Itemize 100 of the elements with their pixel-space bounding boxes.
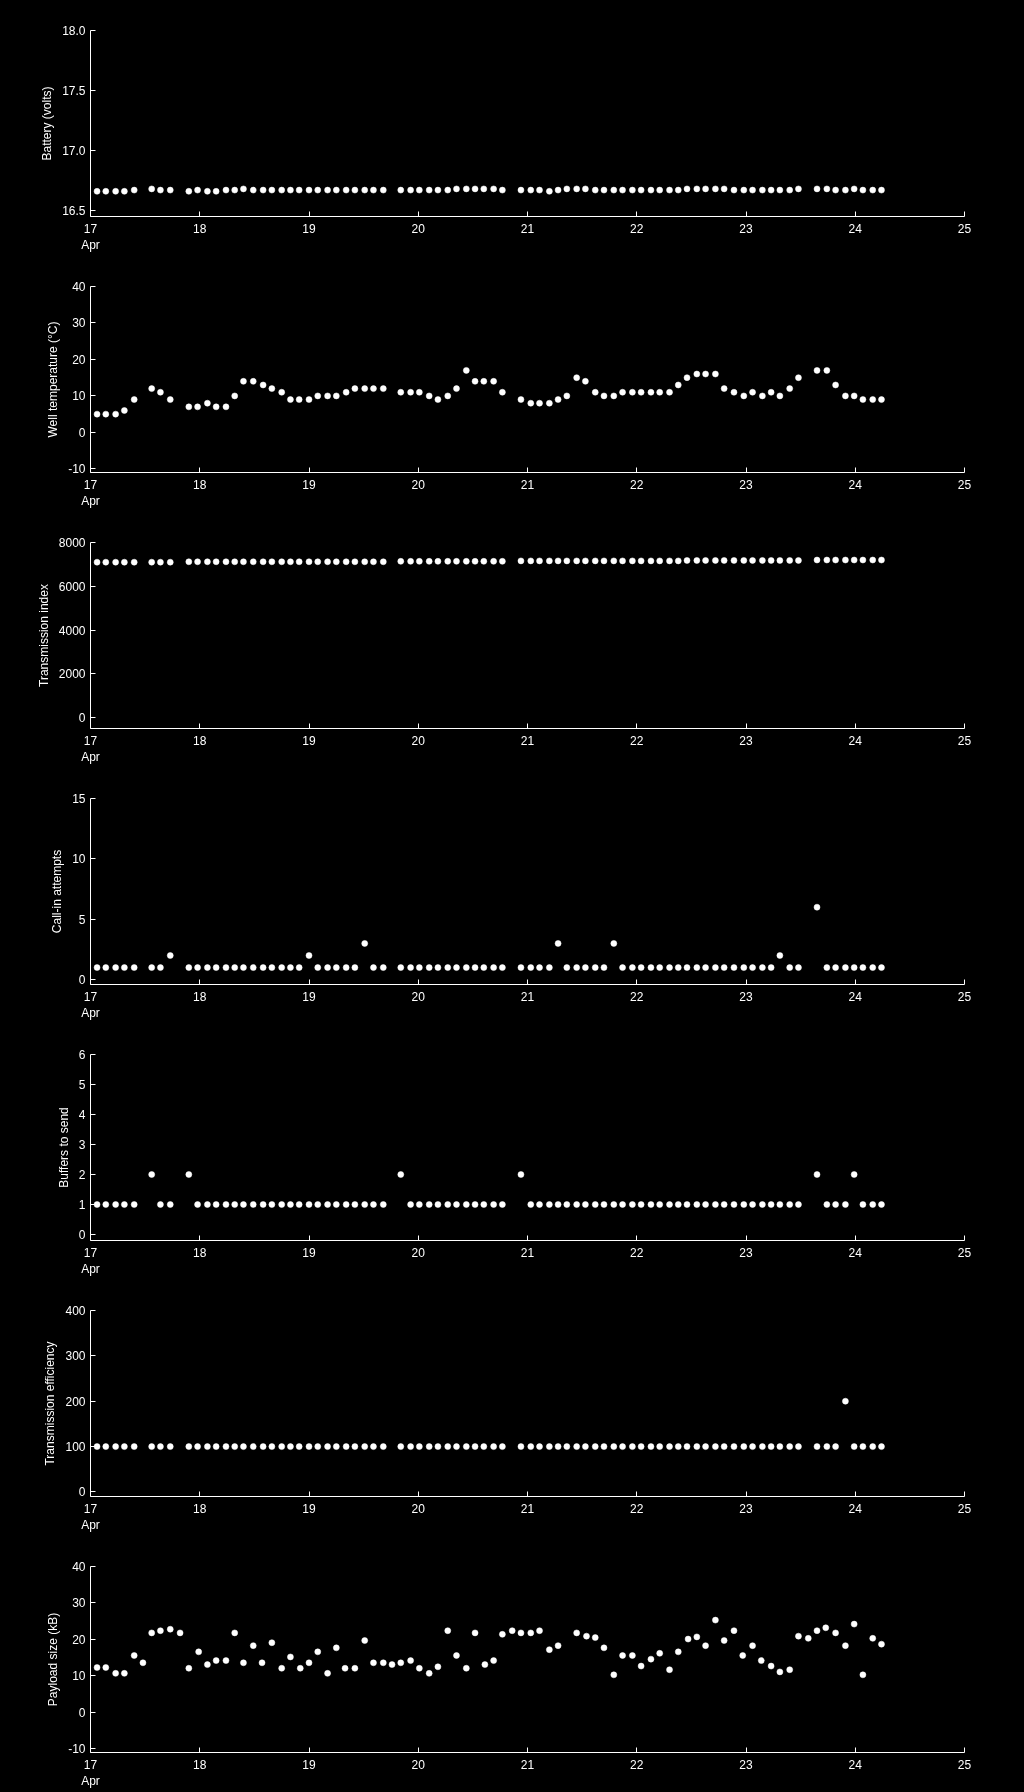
x-tick-label: 25	[957, 733, 972, 748]
y-tick-label: 400	[65, 1304, 86, 1318]
x-tick-label: 24	[848, 733, 863, 748]
x-tick-label: 17 Apr	[81, 477, 100, 509]
x-tick-label: 18	[193, 733, 207, 748]
x-tick-label: 19	[302, 1245, 316, 1260]
y-tick-label: 17.5	[62, 84, 86, 98]
x-tick-label: 21	[520, 221, 535, 236]
y-tick-label: 200	[65, 1394, 86, 1409]
y-axis-title: Battery (volts)	[40, 86, 55, 161]
x-tick-label: 20	[411, 1245, 426, 1260]
y-tick-label: 30	[72, 316, 86, 331]
x-tick-label: 23	[739, 733, 753, 748]
x-tick-label: 18	[193, 477, 207, 492]
y-tick-label: 10	[72, 852, 86, 867]
x-tick-label: 21	[520, 477, 535, 492]
x-tick-label: 20	[411, 1757, 426, 1772]
x-tick-label: 25	[957, 477, 972, 492]
x-tick-label: 21	[520, 733, 535, 748]
y-tick-label: 6000	[58, 579, 86, 594]
x-tick-label: 20	[411, 1501, 426, 1516]
y-axis-title: Buffers to send	[56, 1107, 71, 1188]
x-tick-label: 23	[739, 1757, 753, 1772]
x-tick-label: 20	[411, 221, 426, 236]
x-tick-label: 19	[302, 477, 316, 492]
x-tick-label: 21	[520, 1757, 535, 1772]
x-tick-label: 24	[848, 477, 863, 492]
y-axis-title: Transmission efficiency	[43, 1341, 58, 1466]
y-tick-label: 16.5	[62, 204, 86, 218]
x-tick-label: 18	[193, 1757, 207, 1772]
y-tick-label: 100	[65, 1440, 86, 1455]
x-tick-label: 25	[957, 1501, 972, 1516]
x-tick-label: 19	[302, 989, 316, 1004]
x-tick-label: 22	[630, 1757, 644, 1772]
x-tick-label: 23	[739, 1501, 753, 1516]
y-tick-label: 0	[78, 973, 86, 988]
y-axis-title: Well temperature (°C)	[46, 321, 61, 438]
x-tick-label: 23	[739, 989, 753, 1004]
x-tick-label: 22	[630, 1245, 644, 1260]
y-axis-title: Transmission index	[36, 584, 51, 687]
x-tick-label: 19	[302, 221, 316, 236]
x-tick-label: 20	[411, 477, 426, 492]
x-tick-label: 17 Apr	[81, 221, 100, 253]
y-axis-title: Payload size (kB)	[46, 1612, 61, 1707]
y-tick-label: 10	[72, 1669, 86, 1684]
y-tick-label: 4000	[58, 623, 86, 638]
y-tick-label: 17.0	[62, 144, 86, 158]
x-tick-label: 25	[957, 1245, 972, 1260]
x-tick-label: 23	[739, 221, 753, 236]
y-tick-label: -10	[68, 462, 86, 477]
x-tick-label: 25	[957, 221, 972, 236]
y-tick-label: 0	[78, 425, 86, 440]
y-tick-label: 30	[72, 1596, 86, 1611]
y-tick-label: -10	[68, 1742, 86, 1757]
x-tick-label: 22	[630, 733, 644, 748]
y-tick-label: 6	[78, 1048, 86, 1062]
y-tick-label: 0	[78, 1228, 86, 1242]
x-tick-label: 19	[302, 733, 316, 748]
y-tick-label: 0	[78, 1705, 86, 1720]
x-tick-label: 17 Apr	[81, 1245, 100, 1277]
y-tick-label: 8000	[58, 536, 86, 550]
y-tick-label: 2	[78, 1168, 86, 1182]
y-tick-label: 10	[72, 389, 86, 404]
x-tick-label: 19	[302, 1501, 316, 1516]
x-tick-label: 21	[520, 1501, 535, 1516]
x-tick-label: 17 Apr	[81, 989, 100, 1021]
x-tick-label: 21	[520, 989, 535, 1004]
y-tick-label: 15	[72, 792, 86, 806]
x-tick-label: 25	[957, 989, 972, 1004]
x-tick-label: 18	[193, 1245, 207, 1260]
x-tick-label: 24	[848, 1501, 863, 1516]
y-tick-label: 40	[72, 1560, 86, 1574]
y-axis-title: Call-in attempts	[50, 849, 65, 934]
x-tick-label: 18	[193, 989, 207, 1004]
y-tick-label: 5	[78, 1078, 86, 1092]
y-tick-label: 40	[72, 280, 86, 294]
y-tick-label: 2000	[58, 667, 86, 682]
x-tick-label: 22	[630, 1501, 644, 1516]
x-tick-label: 17 Apr	[81, 1757, 100, 1789]
y-tick-label: 4	[78, 1108, 86, 1122]
x-tick-label: 23	[739, 477, 753, 492]
x-tick-label: 22	[630, 221, 644, 236]
x-tick-label: 22	[630, 477, 644, 492]
x-tick-label: 24	[848, 1757, 863, 1772]
y-tick-label: 5	[78, 912, 86, 927]
x-tick-label: 20	[411, 989, 426, 1004]
x-tick-label: 22	[630, 989, 644, 1004]
x-tick-label: 25	[957, 1757, 972, 1772]
x-tick-label: 21	[520, 1245, 535, 1260]
x-tick-label: 24	[848, 221, 863, 236]
y-tick-label: 18.0	[62, 24, 86, 38]
x-tick-label: 17 Apr	[81, 733, 100, 765]
x-tick-label: 24	[848, 1245, 863, 1260]
x-tick-label: 18	[193, 221, 207, 236]
y-tick-label: 300	[65, 1349, 86, 1364]
x-tick-label: 17 Apr	[81, 1501, 100, 1533]
x-tick-label: 19	[302, 1757, 316, 1772]
x-tick-label: 24	[848, 989, 863, 1004]
x-tick-label: 18	[193, 1501, 207, 1516]
x-tick-label: 23	[739, 1245, 753, 1260]
